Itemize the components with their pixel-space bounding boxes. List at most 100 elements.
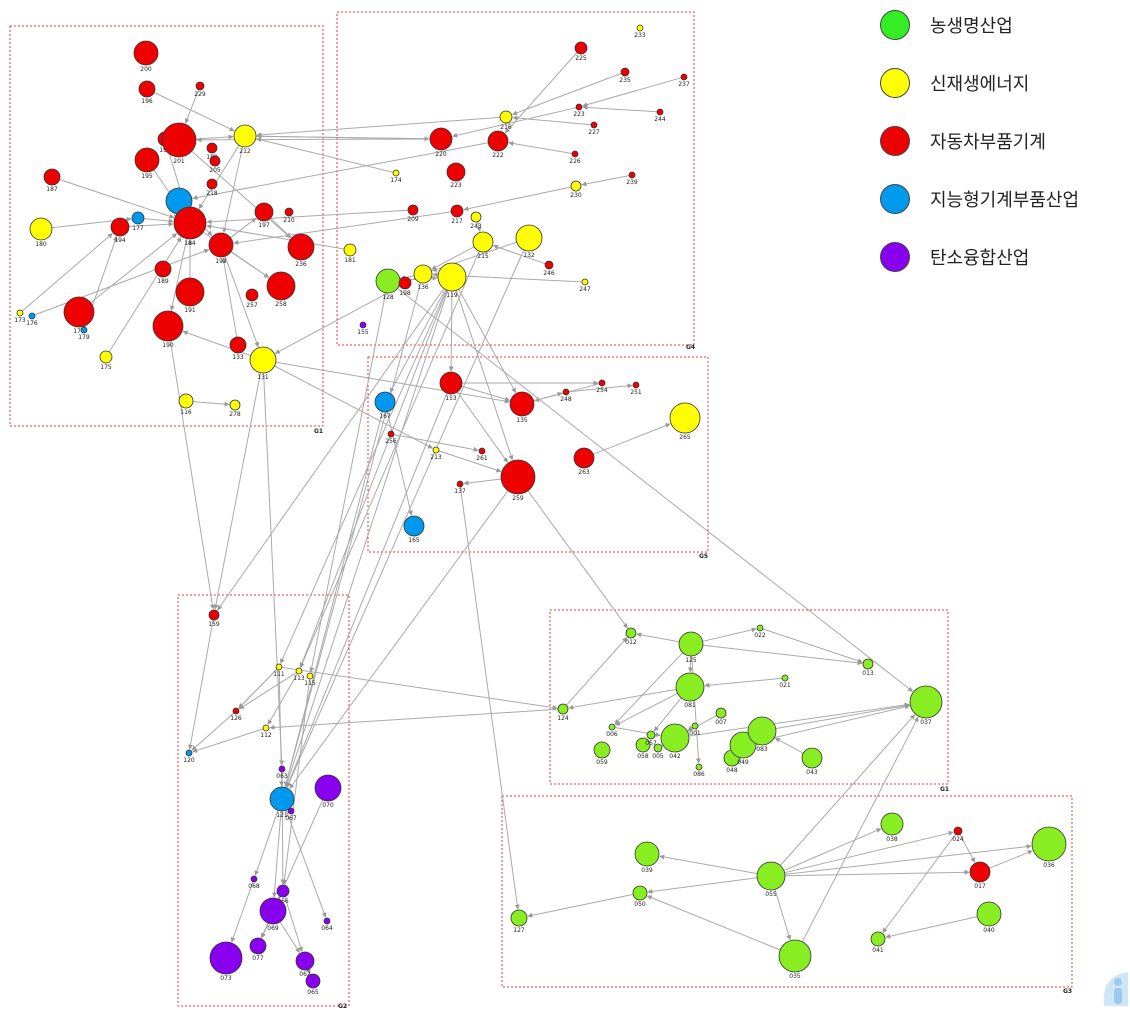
edge bbox=[527, 490, 628, 629]
node-153: 153 bbox=[439, 371, 463, 402]
node-013: 013 bbox=[862, 658, 874, 677]
cluster-label: G1 bbox=[314, 428, 323, 435]
node-circle bbox=[387, 430, 395, 438]
node-220: 220 bbox=[429, 127, 453, 158]
node-022: 022 bbox=[754, 624, 766, 639]
node-label: 001 bbox=[689, 730, 701, 737]
edge bbox=[688, 702, 910, 737]
node-label: 178 bbox=[73, 328, 85, 335]
node-label: 175 bbox=[100, 364, 112, 371]
node-circle bbox=[499, 110, 513, 124]
node-circle bbox=[632, 381, 640, 389]
cluster-label: G4 bbox=[686, 344, 695, 351]
node-021: 021 bbox=[779, 674, 791, 689]
node-label: 216 bbox=[500, 124, 512, 131]
node-circle bbox=[269, 786, 295, 812]
node-121: 121 bbox=[269, 786, 295, 819]
node-circle bbox=[870, 931, 886, 947]
node-circle bbox=[571, 150, 579, 158]
edge bbox=[286, 393, 448, 788]
node-038: 038 bbox=[880, 812, 904, 843]
edge bbox=[59, 179, 175, 219]
node-label: 112 bbox=[260, 732, 272, 739]
cluster-label: G1 bbox=[940, 786, 949, 793]
node-label: 086 bbox=[693, 771, 705, 778]
node-197: 197 bbox=[254, 202, 274, 229]
node-circle bbox=[275, 663, 283, 671]
node-label: 210 bbox=[283, 217, 295, 224]
red-circle-icon bbox=[880, 126, 910, 156]
node-212: 212 bbox=[233, 124, 257, 155]
node-circle bbox=[880, 812, 904, 836]
node-165: 165 bbox=[403, 515, 425, 544]
node-label: 063 bbox=[276, 773, 288, 780]
legend-item-energy: 신재생에너지 bbox=[880, 66, 1130, 100]
node-circle bbox=[287, 233, 315, 261]
node-circle bbox=[636, 24, 644, 32]
edge bbox=[389, 289, 446, 393]
node-159: 159 bbox=[208, 609, 220, 628]
node-label: 133 bbox=[232, 354, 244, 361]
node-223: 223 bbox=[446, 162, 466, 189]
node-circle bbox=[375, 268, 401, 294]
node-label: 065 bbox=[307, 989, 319, 996]
edge bbox=[452, 107, 577, 138]
edge bbox=[169, 340, 215, 610]
edge bbox=[267, 673, 298, 725]
node-circle bbox=[80, 326, 88, 334]
node-label: 247 bbox=[579, 286, 591, 293]
node-circle bbox=[284, 207, 294, 217]
node-037: 037 bbox=[909, 685, 943, 726]
node-circle bbox=[669, 402, 701, 434]
edge bbox=[263, 372, 285, 766]
node-label: 189 bbox=[157, 278, 169, 285]
edge bbox=[784, 869, 970, 877]
node-055: 055 bbox=[756, 861, 786, 898]
legend-label: 농생명산업 bbox=[930, 16, 1013, 37]
node-circle bbox=[729, 731, 757, 759]
edge bbox=[221, 257, 238, 338]
node-006: 006 bbox=[606, 723, 618, 738]
node-label: 017 bbox=[974, 883, 986, 890]
node-181: 181 bbox=[343, 243, 357, 264]
node-label: 179 bbox=[78, 334, 90, 341]
yellow-circle-icon bbox=[880, 68, 910, 98]
edge bbox=[90, 233, 178, 303]
node-circle bbox=[487, 130, 509, 152]
edge bbox=[397, 288, 913, 692]
node-label: 212 bbox=[239, 148, 251, 155]
node-258: 258 bbox=[266, 271, 296, 308]
node-label: 055 bbox=[765, 891, 777, 898]
node-circle bbox=[133, 40, 159, 66]
node-label: 006 bbox=[606, 731, 618, 738]
node-label: 173 bbox=[14, 317, 26, 324]
node-circle bbox=[509, 391, 535, 417]
edge bbox=[959, 834, 976, 863]
node-circle bbox=[801, 747, 823, 769]
node-179: 179 bbox=[78, 326, 90, 341]
node-081: 081 bbox=[675, 672, 705, 709]
node-191: 191 bbox=[175, 277, 205, 314]
node-226: 226 bbox=[569, 150, 581, 165]
node-circle bbox=[625, 627, 637, 639]
blue-circle-icon bbox=[880, 184, 910, 214]
node-circle bbox=[306, 672, 314, 680]
node-circle bbox=[99, 350, 113, 364]
node-circle bbox=[756, 624, 764, 632]
node-042: 042 bbox=[660, 723, 690, 760]
node-036: 036 bbox=[1031, 826, 1067, 869]
node-label: 223 bbox=[450, 182, 462, 189]
nodes: 2001962291932012121951882051872042181801… bbox=[14, 24, 1067, 996]
edge bbox=[508, 141, 573, 154]
edge bbox=[284, 282, 422, 787]
legend-label: 탄소융합산업 bbox=[930, 248, 1030, 269]
edge bbox=[192, 401, 230, 407]
node-label: 261 bbox=[476, 455, 488, 462]
node-116: 116 bbox=[178, 393, 194, 416]
node-086: 086 bbox=[693, 763, 705, 778]
node-circle bbox=[909, 685, 943, 719]
edge bbox=[702, 644, 863, 666]
node-circle bbox=[573, 447, 595, 469]
node-label: 073 bbox=[220, 975, 232, 982]
